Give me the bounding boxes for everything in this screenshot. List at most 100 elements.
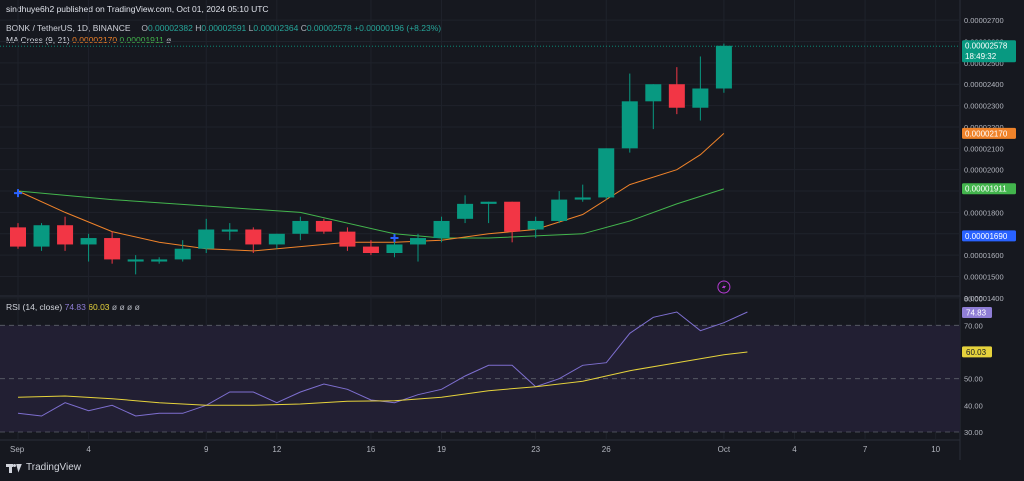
time-tick-label: 4 (86, 445, 91, 454)
candle-body (339, 231, 356, 247)
candle-body (127, 259, 144, 262)
candle[interactable] (174, 240, 191, 262)
candle-body (551, 199, 568, 221)
candle-body (268, 233, 285, 245)
candle[interactable] (457, 195, 474, 224)
candle-body (527, 220, 544, 230)
rsi-legend[interactable]: RSI (14, close) 74.83 60.03 ø ø ø ø (6, 302, 140, 312)
candle[interactable] (480, 201, 497, 224)
candle[interactable] (410, 233, 427, 262)
candle[interactable] (198, 218, 215, 253)
price-label-text: 0.00001690 (965, 232, 1008, 241)
low-value: 0.00002364 (253, 23, 299, 33)
ma-slow-value: 0.00001911 (119, 35, 164, 45)
candle-body (386, 244, 403, 253)
candle[interactable] (433, 216, 450, 243)
candle-body (151, 259, 168, 262)
cross-marker-icon (390, 234, 399, 243)
open-value: 0.00002382 (147, 23, 193, 33)
candle[interactable] (504, 201, 521, 243)
price-label-text: 0.00002170 (965, 129, 1008, 138)
candle[interactable] (151, 257, 168, 264)
candle-body (574, 197, 591, 200)
price-tick-label: 0.00002000 (964, 166, 1004, 175)
rsi-label-text: 60.03 (966, 348, 987, 357)
price-tick-label: 0.00002300 (964, 102, 1004, 111)
time-tick-label: 9 (204, 445, 209, 454)
candle[interactable] (527, 216, 544, 239)
price-tick-label: 0.00002700 (964, 16, 1004, 25)
ma-legend[interactable]: MA Cross (9, 21) 0.00002170 0.00001911 ø (6, 35, 171, 45)
candle-body (33, 225, 50, 247)
candle[interactable] (362, 240, 379, 256)
price-label-bg (962, 127, 1016, 139)
rsi-value: 74.83 (64, 302, 86, 312)
rsi-label-text: 74.83 (966, 308, 987, 317)
candle[interactable] (57, 216, 74, 251)
candle-body (292, 220, 309, 234)
price-label-bg (962, 183, 1016, 195)
ma-label: MA Cross (9, 21) (6, 35, 70, 45)
candle[interactable] (245, 227, 262, 253)
candle[interactable] (33, 223, 50, 251)
rsi-ma-value: 60.03 (88, 302, 110, 312)
close-value: 0.00002578 (306, 23, 352, 33)
time-tick-label: 26 (602, 445, 611, 454)
candle-body (504, 201, 521, 232)
high-label: H (195, 23, 202, 33)
lightning-bolt (721, 283, 726, 291)
candle[interactable] (221, 223, 238, 241)
ma-fast-value: 0.00002170 (72, 35, 118, 45)
candle[interactable] (621, 73, 638, 153)
high-value: 0.00002591 (201, 23, 247, 33)
candle[interactable] (104, 231, 121, 264)
candle[interactable] (715, 43, 732, 93)
candle[interactable] (551, 191, 568, 224)
candle[interactable] (574, 184, 591, 202)
candle[interactable] (315, 218, 332, 234)
candle-body (668, 84, 685, 108)
open-label: O (141, 23, 148, 33)
candle[interactable] (10, 223, 26, 249)
candle-body (57, 225, 74, 245)
candle-body (221, 229, 238, 232)
candle-body (80, 238, 97, 245)
rsi-tick-label: 40.00 (964, 401, 983, 410)
price-tick-label: 0.00001500 (964, 273, 1004, 282)
candles[interactable] (10, 43, 732, 275)
symbol-legend[interactable]: BONK / TetherUS, 1D, BINANCE O0.00002382… (6, 23, 441, 33)
candle[interactable] (645, 84, 662, 130)
cross-marker-icon (14, 189, 22, 198)
time-tick-label: 4 (792, 445, 797, 454)
candle[interactable] (127, 255, 144, 275)
candle[interactable] (339, 227, 356, 251)
rsi-label-bg (962, 346, 992, 358)
candle-body (433, 220, 450, 239)
rsi-series-line (17, 351, 748, 406)
tradingview-footer[interactable]: TradingView (6, 462, 81, 473)
candle[interactable] (598, 148, 615, 200)
time-tick-label: 12 (272, 445, 281, 454)
grid (0, 0, 961, 460)
candle[interactable] (668, 67, 685, 115)
close-label: C (300, 23, 307, 33)
time-tick-label: 16 (366, 445, 375, 454)
time-tick-label: Oct (718, 445, 731, 454)
candle-body (245, 229, 262, 245)
candle-body (645, 84, 662, 102)
ma-extra: ø (166, 35, 172, 45)
price-tick-label: 0.00001400 (964, 294, 1004, 303)
ma-slow-line (17, 188, 725, 239)
candle[interactable] (292, 216, 309, 241)
candle-body (692, 88, 709, 108)
rsi-band-background (0, 324, 960, 433)
rsi-label-bg (962, 306, 992, 318)
publish-line: sindhuye6h2 published on TradingView.com… (6, 4, 269, 14)
candle[interactable] (80, 233, 97, 262)
brand-name: TradingView (26, 462, 82, 473)
candle[interactable] (692, 56, 709, 121)
candle[interactable] (268, 233, 285, 249)
candle-body (10, 227, 26, 247)
